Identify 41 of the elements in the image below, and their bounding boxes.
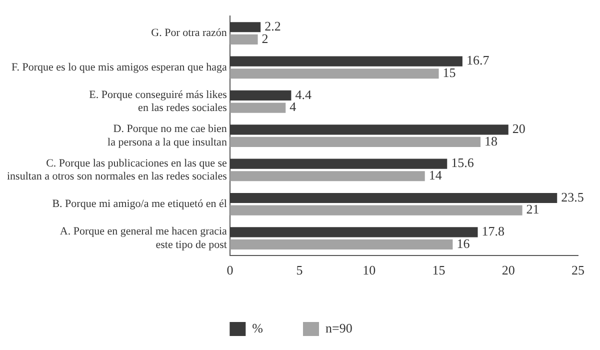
bar xyxy=(230,22,261,32)
bar xyxy=(230,205,522,216)
y-tick-label: F. Porque es lo que mis amigos esperan que haga xyxy=(12,61,228,74)
bar xyxy=(230,227,478,238)
bar xyxy=(230,102,286,113)
x-tick-label: 25 xyxy=(572,262,584,278)
x-tick-label: 5 xyxy=(296,262,303,278)
data-label: 23.5 xyxy=(561,189,584,204)
bar xyxy=(230,90,292,101)
data-label: 16 xyxy=(456,236,470,251)
y-tick-label: A. Porque en general me hacen gracia este tipo de post xyxy=(60,226,228,251)
y-tick-label: B. Porque mi amigo/a me etiquetó en él xyxy=(52,198,227,210)
data-label: 16.7 xyxy=(466,52,490,68)
data-label: 17.8 xyxy=(482,224,505,239)
bar xyxy=(230,136,481,147)
y-tick-label: E. Porque conseguiré más likes en las redes sociales xyxy=(89,88,227,114)
y-tick-label: D. Porque no me cae bien la persona a la que insultan xyxy=(108,123,228,148)
y-tick-label: C. Porque las publicaciones en las que se insultan a otros son normales en las redes sociales xyxy=(6,157,228,182)
bar xyxy=(230,158,448,169)
data-label: 20 xyxy=(512,121,526,136)
x-tick-label: 10 xyxy=(362,262,376,278)
data-label: 18 xyxy=(484,133,498,148)
bar xyxy=(230,124,508,135)
legend-label: % xyxy=(252,320,264,336)
x-tick-label: 20 xyxy=(502,262,515,278)
legend-label: n=90 xyxy=(326,320,352,336)
bar xyxy=(230,34,258,44)
data-label: 21 xyxy=(526,202,540,217)
bar xyxy=(230,239,453,250)
x-tick-label: 0 xyxy=(226,262,234,278)
bar xyxy=(230,192,558,204)
data-label: 14 xyxy=(428,168,442,183)
x-tick-label: 15 xyxy=(432,262,446,278)
bar xyxy=(230,171,425,182)
data-label: 4.4 xyxy=(295,86,312,102)
y-tick-label: G. Por otra razón xyxy=(151,27,228,40)
data-label: 4 xyxy=(290,99,297,114)
data-label: 15 xyxy=(442,65,456,80)
bar xyxy=(230,68,439,79)
data-label: 15.6 xyxy=(451,155,474,170)
bar xyxy=(230,56,462,66)
